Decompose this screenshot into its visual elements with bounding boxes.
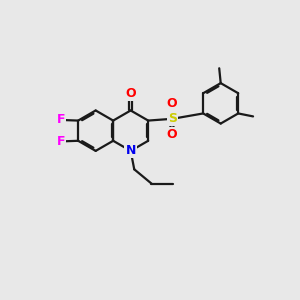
Text: N: N xyxy=(125,144,136,158)
Text: O: O xyxy=(125,87,136,100)
Text: O: O xyxy=(166,97,177,110)
Text: O: O xyxy=(166,128,177,141)
Text: S: S xyxy=(168,112,177,125)
Text: F: F xyxy=(57,135,65,148)
Text: F: F xyxy=(57,113,65,127)
